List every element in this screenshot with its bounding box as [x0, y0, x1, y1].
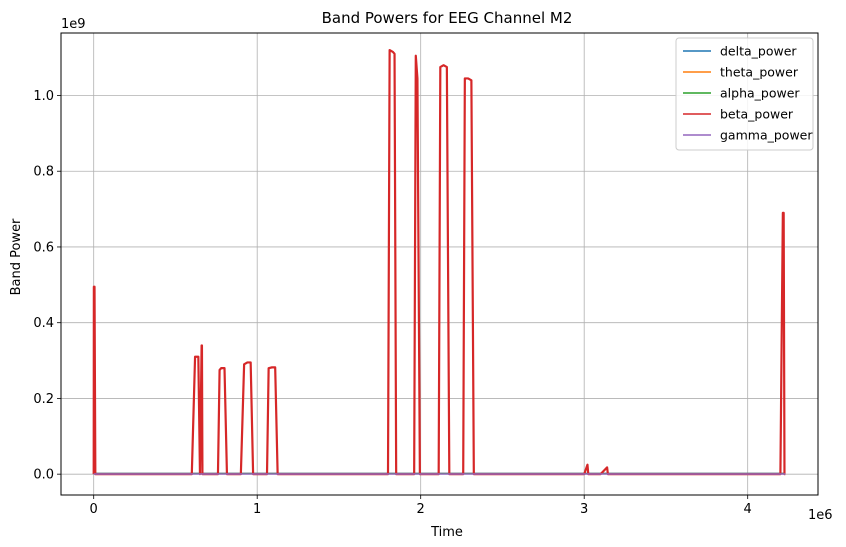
y-tick-label: 0.2	[33, 392, 54, 407]
chart-title: Band Powers for EEG Channel M2	[322, 9, 573, 27]
y-axis-label: Band Power	[9, 218, 24, 295]
y-tick-label: 0.0	[33, 468, 54, 483]
legend-label: theta_power	[720, 65, 799, 80]
x-tick-label: 3	[580, 502, 588, 517]
y-tick-label: 1.0	[33, 89, 54, 104]
legend-label: gamma_power	[720, 128, 813, 143]
y-tick-label: 0.4	[33, 316, 54, 331]
y-multiplier-label: 1e9	[61, 17, 86, 32]
x-tick-label: 1	[253, 502, 261, 517]
x-multiplier-label: 1e6	[808, 508, 833, 523]
x-tick-label: 0	[90, 502, 98, 517]
y-tick-label: 0.6	[33, 240, 54, 255]
series-lines	[92, 48, 786, 476]
x-tick-label: 4	[744, 502, 752, 517]
legend-box	[675, 37, 814, 151]
ticks: 0 1 2 3 4 0.0 0.2 0.4 0.6 0.8 1.0	[33, 89, 752, 517]
y-tick-label: 0.8	[33, 165, 54, 180]
legend-label: beta_power	[720, 107, 794, 122]
legend-label: alpha_power	[720, 86, 800, 101]
plot-frame	[60, 32, 819, 496]
x-tick-label: 2	[417, 502, 425, 517]
x-axis-label: Time	[430, 525, 463, 540]
legend: delta_power theta_power alpha_power beta_po…	[675, 37, 814, 151]
legend-label: delta_power	[720, 44, 797, 59]
